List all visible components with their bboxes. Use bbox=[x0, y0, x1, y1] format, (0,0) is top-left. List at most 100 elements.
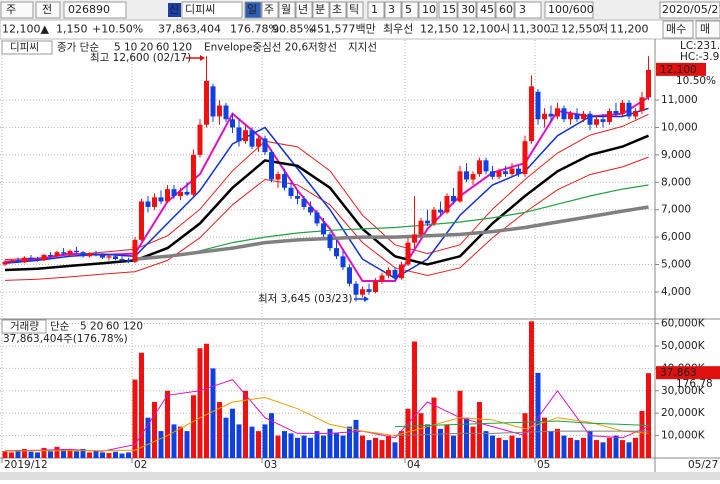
volume-bar bbox=[288, 433, 294, 458]
button[interactable] bbox=[476, 1, 496, 19]
button[interactable] bbox=[495, 1, 515, 19]
button[interactable] bbox=[295, 1, 313, 19]
candle-body bbox=[113, 256, 118, 260]
volume-bar bbox=[555, 428, 560, 458]
candle-body bbox=[366, 289, 372, 292]
y-tick-label: 11,000 bbox=[661, 94, 698, 106]
button[interactable] bbox=[659, 1, 720, 19]
corner-label: HC:-3.9 bbox=[680, 51, 719, 63]
volume-bar bbox=[145, 417, 151, 458]
candle-body bbox=[184, 191, 190, 195]
interval-button: 60 bbox=[499, 3, 513, 16]
volume-bar bbox=[48, 451, 53, 458]
volume-bar bbox=[236, 424, 242, 458]
y-tick-label: 5,000 bbox=[661, 259, 691, 271]
volume-bar bbox=[87, 452, 92, 458]
last-price-label: 12,100 bbox=[660, 64, 697, 76]
volume-bar bbox=[490, 435, 495, 458]
last-change-label: 10.50% bbox=[676, 75, 716, 87]
candle-body bbox=[503, 171, 508, 175]
button[interactable] bbox=[367, 1, 385, 19]
buy-button: 매수 bbox=[666, 23, 686, 36]
y-tick-label: 30,000K bbox=[661, 385, 706, 397]
button[interactable] bbox=[418, 1, 438, 19]
volume-bar bbox=[405, 408, 411, 458]
moving-average bbox=[4, 107, 649, 280]
volume-average bbox=[4, 379, 649, 452]
button[interactable] bbox=[544, 1, 594, 19]
button[interactable] bbox=[244, 1, 262, 19]
candle-body bbox=[639, 97, 645, 112]
y-tick-label: 10,000K bbox=[661, 430, 706, 442]
interval-button: 1 bbox=[371, 3, 378, 16]
button[interactable] bbox=[438, 1, 458, 19]
volume-bar bbox=[210, 368, 216, 458]
arrow-head bbox=[200, 55, 205, 61]
button[interactable] bbox=[329, 1, 347, 19]
volume-bar bbox=[54, 446, 60, 458]
interval-button: 10 bbox=[422, 3, 436, 16]
button[interactable] bbox=[346, 1, 364, 19]
button[interactable] bbox=[384, 1, 402, 19]
candle-body bbox=[340, 256, 346, 268]
candle-body bbox=[431, 209, 437, 224]
button[interactable] bbox=[514, 1, 542, 19]
button[interactable] bbox=[401, 1, 419, 19]
volume-bar bbox=[152, 401, 157, 458]
quote-high-label: 고 bbox=[549, 23, 559, 36]
sell-button: 매 bbox=[700, 23, 710, 36]
date-input: 2020/05/27 bbox=[662, 3, 720, 16]
interval-button: 3 bbox=[388, 3, 395, 16]
volume-bar bbox=[100, 452, 105, 458]
x-tick-label: 02 bbox=[134, 459, 147, 471]
volume-bar bbox=[561, 435, 567, 458]
volume-bar bbox=[516, 437, 521, 458]
button[interactable] bbox=[695, 20, 720, 39]
candle-body bbox=[230, 119, 235, 128]
volume-bar bbox=[139, 352, 144, 458]
candle-body bbox=[249, 130, 255, 147]
credit-badge[interactable] bbox=[168, 3, 181, 17]
volume-bar bbox=[496, 437, 502, 458]
button[interactable] bbox=[181, 1, 243, 19]
volume-bar bbox=[373, 437, 378, 458]
button[interactable] bbox=[662, 20, 694, 39]
button[interactable] bbox=[63, 1, 127, 19]
button[interactable] bbox=[261, 1, 279, 19]
candle-body bbox=[496, 171, 502, 177]
volume-bar bbox=[2, 451, 8, 458]
quote-open: 11,300 bbox=[512, 23, 551, 36]
volume-bar bbox=[275, 435, 281, 458]
candle-body bbox=[67, 250, 73, 254]
button[interactable] bbox=[312, 1, 330, 19]
y-tick-label: 6,000 bbox=[661, 231, 691, 243]
legend-entry: 저항선 bbox=[308, 42, 337, 54]
legend-entry: 20 bbox=[140, 42, 153, 54]
legend-box[interactable] bbox=[1, 319, 47, 334]
y-tick-label: 8,000 bbox=[661, 176, 691, 188]
candle-body bbox=[28, 257, 34, 260]
quote-open-label: 시 bbox=[500, 23, 510, 36]
button[interactable] bbox=[457, 1, 477, 19]
unit-button: 주 bbox=[264, 3, 274, 16]
volume-bar bbox=[425, 424, 430, 458]
button[interactable] bbox=[278, 1, 296, 19]
quote-change-pct: +10.50% bbox=[92, 23, 143, 36]
button[interactable] bbox=[35, 1, 61, 19]
legend-entry: 120 bbox=[172, 42, 192, 54]
candle-body bbox=[314, 212, 320, 224]
volume-bar bbox=[41, 447, 47, 458]
volume-bar bbox=[308, 437, 313, 458]
legend-prefix: 종가 단순 bbox=[57, 42, 99, 54]
volume-bar bbox=[74, 451, 79, 458]
volume-bar bbox=[191, 395, 196, 458]
legend-box[interactable] bbox=[1, 40, 53, 55]
volume-bar bbox=[295, 437, 300, 458]
button[interactable] bbox=[0, 1, 34, 19]
corner-label: LC:231.9 bbox=[680, 40, 720, 52]
volume-bar bbox=[132, 379, 138, 458]
volume-bar bbox=[535, 372, 541, 458]
quote-volume-ratio: 176.78% bbox=[230, 23, 279, 36]
y-tick-label: 60,000K bbox=[661, 318, 706, 330]
